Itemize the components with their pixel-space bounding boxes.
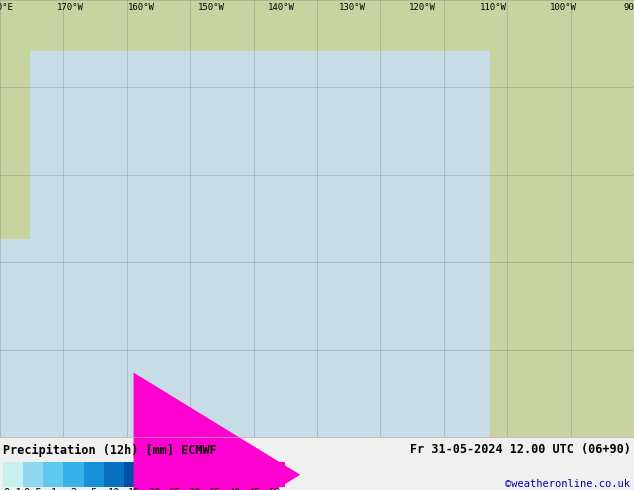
Text: Fr 31-05-2024 12.00 UTC (06+90): Fr 31-05-2024 12.00 UTC (06+90) — [410, 443, 631, 456]
Text: 45: 45 — [249, 488, 261, 490]
Text: 25: 25 — [168, 488, 181, 490]
FancyBboxPatch shape — [489, 0, 634, 438]
FancyBboxPatch shape — [0, 0, 30, 239]
Text: 170°W: 170°W — [57, 3, 84, 12]
Text: 140°W: 140°W — [268, 3, 295, 12]
Text: ©weatheronline.co.uk: ©weatheronline.co.uk — [505, 479, 630, 489]
Text: 40: 40 — [228, 488, 241, 490]
Text: 10: 10 — [108, 488, 120, 490]
Text: 30: 30 — [188, 488, 200, 490]
Bar — [104, 463, 124, 487]
Text: 100°W: 100°W — [550, 3, 577, 12]
Bar — [245, 463, 265, 487]
Text: 2: 2 — [70, 488, 77, 490]
Text: 180°E: 180°E — [0, 3, 13, 12]
Text: 120°W: 120°W — [409, 3, 436, 12]
Text: 20: 20 — [148, 488, 160, 490]
Text: 0.5: 0.5 — [24, 488, 42, 490]
Text: 50: 50 — [269, 488, 281, 490]
Text: 130°W: 130°W — [339, 3, 366, 12]
Text: 1: 1 — [50, 488, 56, 490]
Bar — [43, 463, 63, 487]
FancyBboxPatch shape — [0, 0, 634, 51]
Bar — [265, 463, 285, 487]
Bar — [144, 463, 164, 487]
Bar — [124, 463, 144, 487]
Bar — [184, 463, 204, 487]
Text: 110°W: 110°W — [480, 3, 507, 12]
Bar — [204, 463, 224, 487]
Bar — [63, 463, 84, 487]
Text: 160°W: 160°W — [127, 3, 154, 12]
Bar — [164, 463, 184, 487]
Text: 150°W: 150°W — [198, 3, 225, 12]
Bar — [84, 463, 104, 487]
Text: 15: 15 — [127, 488, 140, 490]
Text: 0.1: 0.1 — [4, 488, 22, 490]
Text: Precipitation (12h) [mm] ECMWF: Precipitation (12h) [mm] ECMWF — [3, 443, 217, 457]
Text: 35: 35 — [208, 488, 221, 490]
Bar — [3, 463, 23, 487]
Text: 90°W: 90°W — [623, 3, 634, 12]
Bar — [224, 463, 245, 487]
Bar — [23, 463, 43, 487]
Text: 5: 5 — [91, 488, 97, 490]
